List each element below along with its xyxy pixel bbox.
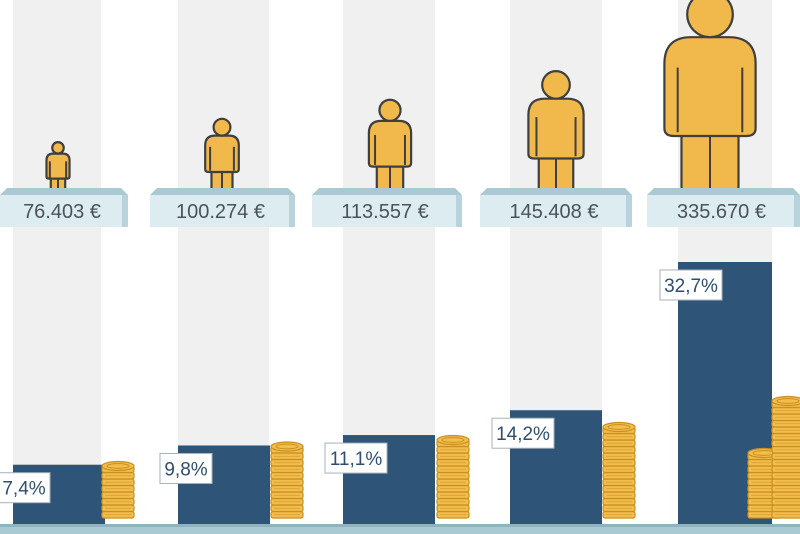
plank-front: [480, 195, 632, 227]
amount-plank: 113.557 €: [312, 188, 462, 227]
column-background: [178, 0, 269, 524]
value-label: 11,1%: [330, 449, 383, 470]
coin-stack-icon: [771, 395, 800, 519]
value-label-box: [659, 269, 723, 301]
plank-front: [150, 195, 295, 227]
plank-side: [626, 195, 632, 227]
baseline-edge: [0, 524, 800, 527]
plank-top: [647, 188, 800, 195]
amount-plank: 100.274 €: [150, 188, 295, 227]
value-label: 14,2%: [496, 424, 550, 445]
person-icon: [204, 117, 240, 195]
plank-side: [122, 195, 128, 227]
plank-top: [480, 188, 632, 195]
category-label: 335.670 €: [677, 201, 766, 223]
baseline: [0, 524, 800, 534]
amount-labels: 76.403 € 100.274 € 113.557 € 145.408 € 335.6…: [0, 188, 800, 227]
person-icon: [367, 98, 413, 195]
category-label: 113.557 €: [341, 201, 429, 223]
value-label-box: [324, 442, 388, 474]
value-label-box: [491, 417, 555, 449]
plank-side: [794, 195, 800, 227]
plank-front: [312, 195, 462, 227]
coin-stack-icon: [270, 441, 304, 519]
person-icon: [527, 69, 585, 195]
plank-top: [312, 188, 462, 195]
plank-side: [456, 195, 462, 227]
category-label: 100.274 €: [176, 201, 265, 223]
category-label: 145.408 €: [510, 201, 599, 223]
value-label: 9,8%: [164, 459, 207, 480]
plank-front: [647, 195, 800, 227]
plank-side: [289, 195, 295, 227]
plank-top: [0, 188, 128, 195]
amount-plank: 145.408 €: [480, 188, 632, 227]
plank-front: [0, 195, 128, 227]
amount-plank: 335.670 €: [647, 188, 800, 227]
plank-top: [150, 188, 295, 195]
coin-stack-icon: [602, 421, 636, 519]
category-label: 76.403 €: [23, 201, 101, 223]
coin-stacks: [101, 395, 800, 519]
baseline-strip: [0, 524, 800, 534]
value-label: 32,7%: [664, 276, 718, 297]
coin-stack-icon: [436, 434, 470, 519]
person-icon: [45, 141, 71, 195]
value-label: 7,4%: [2, 479, 45, 500]
value-label-box: [0, 472, 51, 504]
amount-plank: 76.403 €: [0, 188, 128, 227]
coin-stack-icon: [101, 460, 135, 519]
person-icons: [45, 0, 757, 195]
column-background: [13, 0, 101, 524]
person-icon: [663, 0, 757, 195]
value-label-box: [159, 452, 213, 484]
